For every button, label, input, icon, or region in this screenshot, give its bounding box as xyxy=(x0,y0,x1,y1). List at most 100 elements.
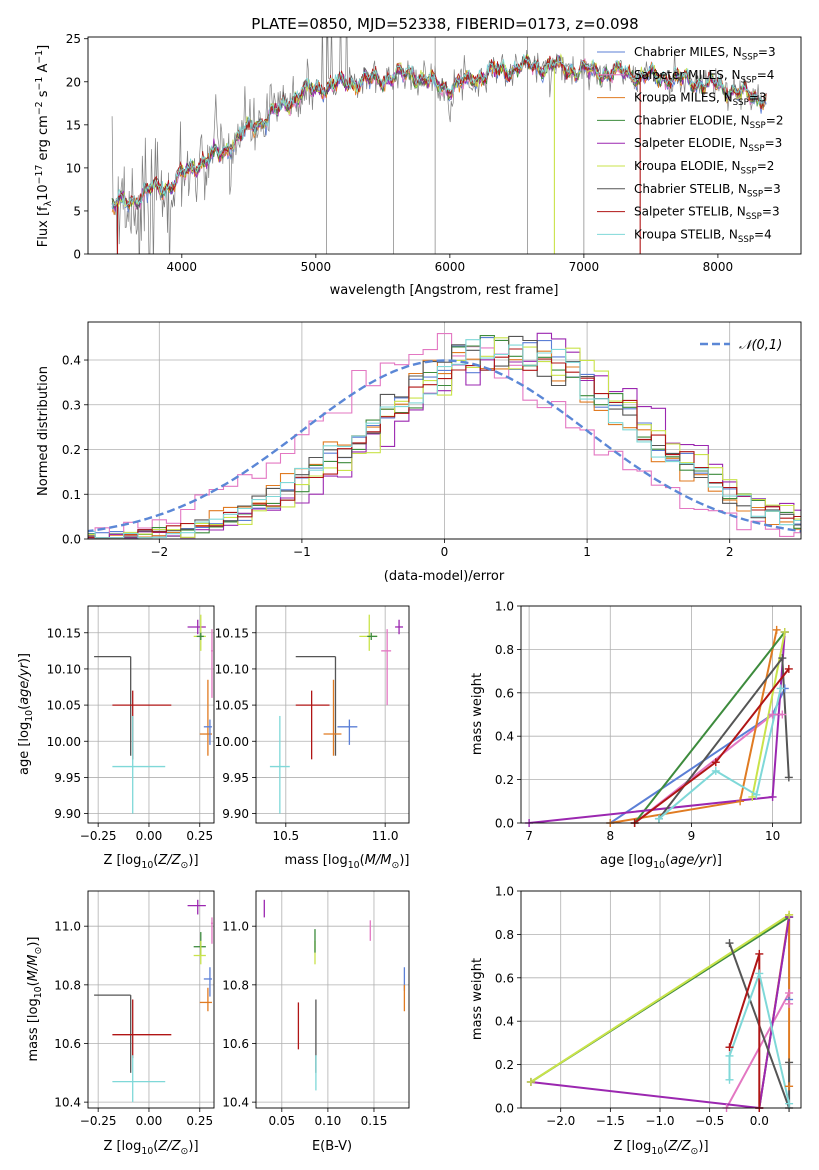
x-tick-label: 10.5 xyxy=(272,829,299,843)
y-tick-label: 11.0 xyxy=(222,920,249,934)
y-axis-label: mass weight xyxy=(470,958,485,1040)
histogram-step-line xyxy=(88,339,801,539)
x-tick-label: −1.0 xyxy=(645,1114,674,1128)
histogram-step-line xyxy=(88,348,801,539)
x-tick-label: 9 xyxy=(688,829,696,843)
chart-layer: 4000 5000 6000 7000 80000510152025wavelength… xyxy=(17,32,802,1157)
y-tick-label: 0.4 xyxy=(62,354,81,368)
x-tick-label: −2.0 xyxy=(546,1114,575,1128)
legend-label: Chabrier ELODIE, NSSP=2 xyxy=(634,113,783,131)
axes-mass-vs-Z: −0.25 0.00 0.25 10.4 10.6 10.8 11.0 Z [log10(Z/… xyxy=(26,890,215,1157)
x-axis-label: Z [log10(Z/Z⊙)] xyxy=(103,853,198,871)
y-axis-label: age [log10(age/yr)] xyxy=(17,653,35,775)
x-tick-label: −0.5 xyxy=(695,1114,724,1128)
legend-label: Salpeter ELODIE, NSSP=3 xyxy=(634,136,782,154)
y-tick-label: 0.8 xyxy=(495,643,514,657)
y-tick-label: 0 xyxy=(73,248,81,262)
x-tick-label: 8 xyxy=(606,829,614,843)
x-tick-label: −2 xyxy=(150,545,168,559)
plot-area-spectrum xyxy=(111,37,767,254)
y-tick-label: 10.4 xyxy=(222,1096,249,1110)
y-tick-label: 10.00 xyxy=(215,735,249,749)
y-tick-label: 25 xyxy=(66,32,81,46)
y-tick-label: 0.3 xyxy=(62,398,81,412)
y-tick-label: 0.0 xyxy=(495,817,514,831)
x-axis-label: wavelength [Angstrom, rest frame] xyxy=(330,283,559,298)
legend-label: Chabrier STELIB, NSSP=3 xyxy=(634,182,781,200)
weight-line xyxy=(634,668,790,823)
x-tick-label: 0.25 xyxy=(186,829,213,843)
plot-area-residuals xyxy=(88,332,801,539)
y-tick-label: 0.2 xyxy=(495,1058,514,1072)
y-axis-label: mass [log10(M/M⊙)] xyxy=(26,937,44,1062)
x-axis-label: (data-model)/error xyxy=(384,569,505,584)
y-tick-label: 10.10 xyxy=(215,662,249,676)
axes-frame xyxy=(87,605,215,824)
axes-frame xyxy=(87,321,802,540)
weight-line xyxy=(658,688,782,820)
histogram-step-line xyxy=(88,335,801,539)
axes-spectrum: 4000 5000 6000 7000 8000 0 5 10 15 20 25 wavelength… xyxy=(34,32,802,298)
weight-line xyxy=(728,969,791,1104)
y-tick-label: 1.0 xyxy=(495,885,514,899)
weight-line xyxy=(633,631,786,823)
axes-frame xyxy=(87,890,215,1109)
axes-residuals: −2 −1 0 1 2 0.0 0.1 0.2 0.3 0.4 (data-model)/error… xyxy=(36,321,802,584)
x-tick-label: 10 xyxy=(765,829,780,843)
y-tick-label: 10.6 xyxy=(54,1037,81,1051)
y-tick-label: 10.4 xyxy=(54,1096,81,1110)
x-tick-label: −0.25 xyxy=(80,1114,117,1128)
weight-line xyxy=(530,914,790,1083)
x-tick-label: 0.00 xyxy=(136,829,163,843)
x-axis-label: E(B-V) xyxy=(312,1139,352,1154)
x-tick-label: −0.25 xyxy=(80,829,117,843)
x-tick-label: 0.10 xyxy=(315,1114,342,1128)
legend-label: Salpeter MILES, NSSP=4 xyxy=(634,68,774,86)
axes-frame xyxy=(255,605,410,824)
x-tick-label: 4000 xyxy=(167,260,198,274)
histogram-step-line xyxy=(88,335,801,539)
x-axis-label: Z [log10(Z/Z⊙)] xyxy=(103,1139,198,1157)
axes-frame xyxy=(255,890,410,1109)
y-tick-label: 10 xyxy=(66,161,81,175)
x-tick-label: 0.00 xyxy=(136,1114,163,1128)
y-tick-label: 0.6 xyxy=(495,686,514,700)
plot-area-mass-vs-Z xyxy=(94,899,213,1103)
x-tick-label: 7000 xyxy=(569,260,600,274)
y-tick-label: 10.8 xyxy=(54,978,81,992)
y-tick-label: 0.1 xyxy=(62,488,81,502)
x-tick-label: 6000 xyxy=(435,260,466,274)
y-tick-label: 10.10 xyxy=(47,662,81,676)
axes-mass-weight-vs-Z: −2.0 −1.5 −1.0 −0.5 0.0 0.0 0.2 0.4 0.6 0.8 1.0 Z [… xyxy=(470,885,802,1157)
axes-mass-weight-vs-age: 7 8 9 10 0.0 0.2 0.4 0.6 0.8 1.0 age [log10(age/yr… xyxy=(470,600,802,871)
y-tick-label: 9.95 xyxy=(54,771,81,785)
y-tick-label: 0.4 xyxy=(495,730,514,744)
y-tick-label: 0.8 xyxy=(495,928,514,942)
x-tick-label: 11.0 xyxy=(372,829,399,843)
x-tick-label: 1 xyxy=(583,545,591,559)
x-axis-label: Z [log10(Z/Z⊙)] xyxy=(613,1139,708,1157)
axes-frame xyxy=(520,605,802,824)
weight-line xyxy=(725,992,791,1108)
normal-curve xyxy=(88,359,801,533)
plot-area-mass-weight-vs-age xyxy=(528,629,790,823)
y-tick-label: 0.0 xyxy=(62,533,81,547)
x-tick-label: 0.05 xyxy=(268,1114,295,1128)
y-tick-label: 15 xyxy=(66,118,81,132)
y-tick-label: 0.2 xyxy=(495,773,514,787)
y-tick-label: 9.90 xyxy=(222,807,249,821)
x-tick-label: 0.15 xyxy=(361,1114,388,1128)
y-tick-label: 10.15 xyxy=(215,626,249,640)
legend-label: Kroupa ELODIE, NSSP=2 xyxy=(634,159,774,177)
axes-age-vs-Z: −0.25 0.00 0.25 9.90 9.95 10.00 10.05 10.10 10.1… xyxy=(17,605,215,871)
y-tick-label: 10.15 xyxy=(47,626,81,640)
x-tick-label: 0.0 xyxy=(750,1114,769,1128)
weight-line xyxy=(728,953,761,1108)
plot-area-age-vs-mass xyxy=(269,614,404,814)
y-axis-label: mass weight xyxy=(470,673,485,755)
legend-label: Salpeter STELIB, NSSP=3 xyxy=(634,205,780,223)
y-tick-label: 20 xyxy=(66,75,81,89)
y-tick-label: 0.4 xyxy=(495,1015,514,1029)
model-spectrum-line xyxy=(111,54,767,208)
